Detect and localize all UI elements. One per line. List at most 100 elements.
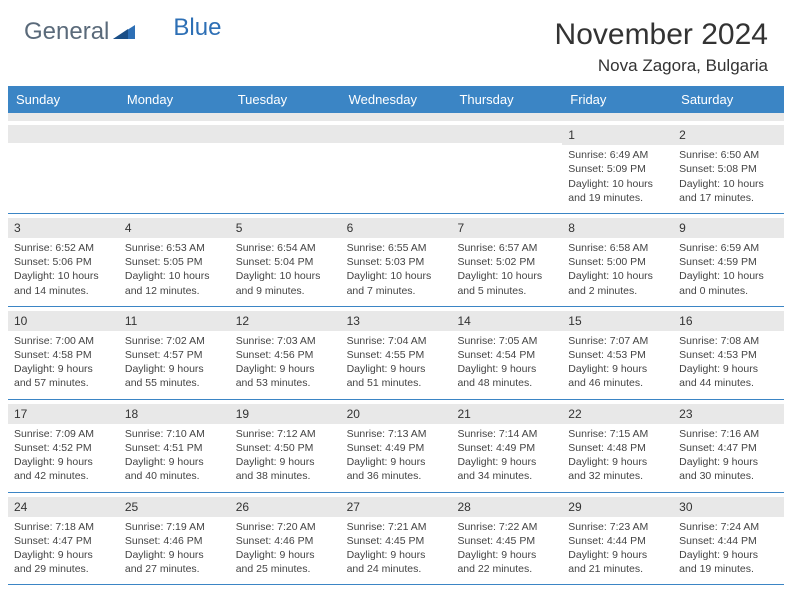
sunset-label: Sunset: 4:57 PM xyxy=(125,348,224,362)
daylight-label: Daylight: 9 hours and 34 minutes. xyxy=(457,455,556,483)
day-header-fri: Friday xyxy=(562,86,673,113)
day-number: 29 xyxy=(562,497,673,517)
sunset-label: Sunset: 5:09 PM xyxy=(568,162,667,176)
sunset-label: Sunset: 4:51 PM xyxy=(125,441,224,455)
day-number: 11 xyxy=(119,311,230,331)
sunrise-label: Sunrise: 7:13 AM xyxy=(347,427,446,441)
day-number: 28 xyxy=(451,497,562,517)
day-cell: 21Sunrise: 7:14 AMSunset: 4:49 PMDayligh… xyxy=(451,400,562,492)
daylight-label: Daylight: 9 hours and 22 minutes. xyxy=(457,548,556,576)
day-number: 5 xyxy=(230,218,341,238)
day-cell: 10Sunrise: 7:00 AMSunset: 4:58 PMDayligh… xyxy=(8,307,119,399)
sunrise-label: Sunrise: 7:03 AM xyxy=(236,334,335,348)
sunrise-label: Sunrise: 7:20 AM xyxy=(236,520,335,534)
day-number: 26 xyxy=(230,497,341,517)
sunrise-label: Sunrise: 7:19 AM xyxy=(125,520,224,534)
day-cell: 27 Sunrise: 7:21 AMSunset: 4:45 PMDayligh… xyxy=(341,493,452,585)
daylight-label: Daylight: 10 hours and 9 minutes. xyxy=(236,269,335,297)
sunrise-label: Sunrise: 7:12 AM xyxy=(236,427,335,441)
day-cell xyxy=(451,121,562,213)
header: General Blue November 2024 Nova Zagora, … xyxy=(0,0,792,86)
sunset-label: Sunset: 5:03 PM xyxy=(347,255,446,269)
week-row: 24Sunrise: 7:18 AMSunset: 4:47 PMDayligh… xyxy=(8,493,784,586)
day-cell: 16Sunrise: 7:08 AMSunset: 4:53 PMDayligh… xyxy=(673,307,784,399)
day-number xyxy=(341,125,452,143)
day-number: 30 xyxy=(673,497,784,517)
sunrise-label: Sunrise: 6:54 AM xyxy=(236,241,335,255)
day-cell: 7Sunrise: 6:57 AMSunset: 5:02 PMDaylight… xyxy=(451,214,562,306)
daylight-label: Daylight: 9 hours and 53 minutes. xyxy=(236,362,335,390)
sunset-label: Sunset: 5:02 PM xyxy=(457,255,556,269)
day-header-sat: Saturday xyxy=(673,86,784,113)
sunrise-label: Sunrise: 7:15 AM xyxy=(568,427,667,441)
day-number: 24 xyxy=(8,497,119,517)
day-number: 27 xyxy=(341,497,452,517)
day-cell: 4Sunrise: 6:53 AMSunset: 5:05 PMDaylight… xyxy=(119,214,230,306)
day-cell: 24Sunrise: 7:18 AMSunset: 4:47 PMDayligh… xyxy=(8,493,119,585)
sunrise-label: Sunrise: 7:16 AM xyxy=(679,427,778,441)
week-row: 17Sunrise: 7:09 AMSunset: 4:52 PMDayligh… xyxy=(8,400,784,493)
daylight-label: Daylight: 9 hours and 30 minutes. xyxy=(679,455,778,483)
sunrise-label: Sunrise: 6:57 AM xyxy=(457,241,556,255)
sunrise-label: Sunrise: 7:14 AM xyxy=(457,427,556,441)
daylight-label: Daylight: 9 hours and 40 minutes. xyxy=(125,455,224,483)
day-number: 23 xyxy=(673,404,784,424)
sunset-label: Sunset: 4:54 PM xyxy=(457,348,556,362)
sunset-label: Sunset: 4:53 PM xyxy=(679,348,778,362)
sunset-label: Sunset: 4:44 PM xyxy=(679,534,778,548)
daylight-label: Daylight: 10 hours and 17 minutes. xyxy=(679,177,778,205)
sunset-label: Sunset: 4:46 PM xyxy=(236,534,335,548)
daylight-label: Daylight: 10 hours and 5 minutes. xyxy=(457,269,556,297)
sunset-label: Sunset: 4:53 PM xyxy=(568,348,667,362)
sunrise-label: Sunrise: 6:58 AM xyxy=(568,241,667,255)
daylight-label: Daylight: 10 hours and 7 minutes. xyxy=(347,269,446,297)
sunrise-label: Sunrise: 6:50 AM xyxy=(679,148,778,162)
logo-text-general: General xyxy=(24,18,109,46)
day-number xyxy=(119,125,230,143)
location-label: Nova Zagora, Bulgaria xyxy=(555,56,768,76)
daylight-label: Daylight: 10 hours and 14 minutes. xyxy=(14,269,113,297)
day-cell: 5Sunrise: 6:54 AMSunset: 5:04 PMDaylight… xyxy=(230,214,341,306)
day-header-tue: Tuesday xyxy=(230,86,341,113)
calendar: Sunday Monday Tuesday Wednesday Thursday… xyxy=(0,86,792,585)
day-cell: 22Sunrise: 7:15 AMSunset: 4:48 PMDayligh… xyxy=(562,400,673,492)
sunset-label: Sunset: 4:44 PM xyxy=(568,534,667,548)
day-cell xyxy=(341,121,452,213)
day-cell: 25Sunrise: 7:19 AMSunset: 4:46 PMDayligh… xyxy=(119,493,230,585)
sunrise-label: Sunrise: 7:09 AM xyxy=(14,427,113,441)
day-cell: 2 Sunrise: 6:50 AMSunset: 5:08 PMDaylight… xyxy=(673,121,784,213)
sunset-label: Sunset: 4:58 PM xyxy=(14,348,113,362)
daylight-label: Daylight: 9 hours and 24 minutes. xyxy=(347,548,446,576)
logo-text-blue: Blue xyxy=(173,14,221,42)
daylight-label: Daylight: 9 hours and 57 minutes. xyxy=(14,362,113,390)
day-cell: 1Sunrise: 6:49 AMSunset: 5:09 PMDaylight… xyxy=(562,121,673,213)
day-header-wed: Wednesday xyxy=(341,86,452,113)
daylight-label: Daylight: 9 hours and 48 minutes. xyxy=(457,362,556,390)
sunrise-label: Sunrise: 7:05 AM xyxy=(457,334,556,348)
daylight-label: Daylight: 9 hours and 19 minutes. xyxy=(679,548,778,576)
daylight-label: Daylight: 10 hours and 19 minutes. xyxy=(568,177,667,205)
day-header-mon: Monday xyxy=(119,86,230,113)
day-number: 18 xyxy=(119,404,230,424)
day-header-sun: Sunday xyxy=(8,86,119,113)
sunset-label: Sunset: 5:08 PM xyxy=(679,162,778,176)
day-number: 15 xyxy=(562,311,673,331)
week-row: 1Sunrise: 6:49 AMSunset: 5:09 PMDaylight… xyxy=(8,121,784,214)
daylight-label: Daylight: 9 hours and 55 minutes. xyxy=(125,362,224,390)
sunset-label: Sunset: 5:05 PM xyxy=(125,255,224,269)
sunrise-label: Sunrise: 7:02 AM xyxy=(125,334,224,348)
sunrise-label: Sunrise: 7:21 AM xyxy=(347,520,446,534)
day-number: 21 xyxy=(451,404,562,424)
sunset-label: Sunset: 4:45 PM xyxy=(347,534,446,548)
day-header-thu: Thursday xyxy=(451,86,562,113)
sunset-label: Sunset: 4:47 PM xyxy=(14,534,113,548)
day-number: 14 xyxy=(451,311,562,331)
day-cell xyxy=(8,121,119,213)
sunrise-label: Sunrise: 7:22 AM xyxy=(457,520,556,534)
day-number xyxy=(8,125,119,143)
sunrise-label: Sunrise: 6:59 AM xyxy=(679,241,778,255)
day-number: 2 xyxy=(673,125,784,145)
sunrise-label: Sunrise: 7:23 AM xyxy=(568,520,667,534)
day-number: 9 xyxy=(673,218,784,238)
day-number: 1 xyxy=(562,125,673,145)
